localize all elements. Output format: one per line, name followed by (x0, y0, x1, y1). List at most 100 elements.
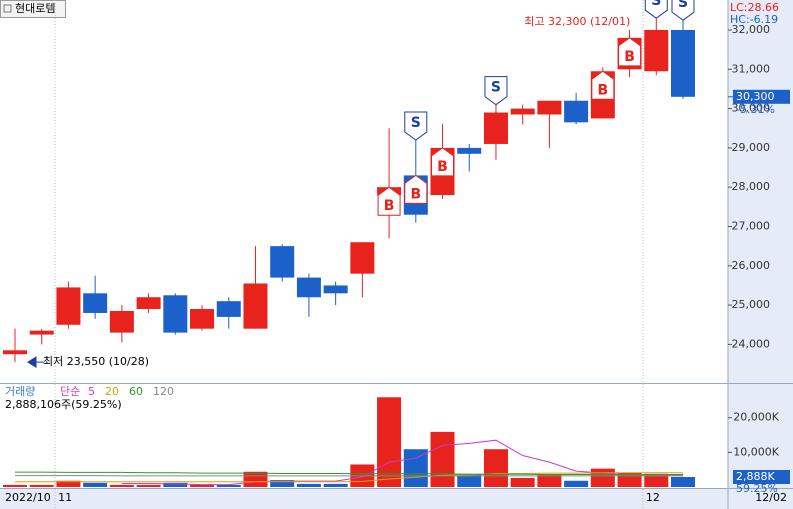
title-icon (3, 4, 12, 13)
buy-marker (591, 70, 615, 100)
sell-marker (671, 0, 695, 21)
sell-label: S (678, 0, 688, 11)
current-volume-box (733, 469, 790, 484)
current-price-label: 30,300 (736, 90, 775, 103)
y-tick-label: 28,000 (732, 180, 771, 193)
candle-body (457, 147, 482, 154)
volume-bar (403, 449, 428, 487)
x-tick-label: 11 (58, 491, 72, 504)
volume-bar (323, 483, 348, 487)
candle-body (29, 330, 54, 335)
y-tick-label: 27,000 (732, 219, 771, 232)
volume-bar (163, 482, 188, 487)
volume-bar (243, 471, 268, 487)
candle-body (83, 293, 108, 313)
buy-label: B (410, 186, 421, 202)
candle-body (243, 283, 268, 329)
y-tick-label: 26,000 (732, 259, 771, 272)
volume-bar (590, 468, 615, 487)
buy-label: B (437, 159, 448, 175)
volume-bar (56, 480, 81, 487)
sell-marker (644, 0, 668, 19)
x-axis-panel (0, 488, 728, 509)
volume-summary: 2,888,106주(59.25%) (5, 398, 122, 411)
volume-bar (671, 476, 695, 487)
volume-bar (430, 431, 455, 487)
legend-entry: 120 (153, 385, 174, 398)
candle-body (216, 301, 241, 317)
volume-bar (457, 473, 482, 487)
volume-bar (83, 482, 108, 487)
sell-label: S (651, 0, 661, 9)
candle-body (510, 108, 535, 115)
volume-bar (216, 484, 241, 487)
candle-body (270, 246, 295, 278)
change-label: -5.31% (736, 103, 775, 116)
chart-title: 현대로템 (15, 2, 55, 15)
title-box (0, 0, 66, 18)
volume-bar (510, 477, 535, 487)
ma-label: 단순 (60, 385, 80, 398)
candle-body (136, 297, 161, 310)
volume-bar (29, 484, 54, 487)
sell-marker (404, 111, 428, 141)
buy-marker (377, 186, 401, 216)
volume-bar (537, 474, 562, 487)
candle-body (163, 295, 188, 333)
volume-bar (109, 484, 134, 487)
candle-body (644, 29, 669, 72)
legend-entry: 20 (105, 385, 119, 398)
legend-entry: 5 (88, 385, 95, 398)
x-tick-label: 12 (646, 491, 660, 504)
volume-bar (377, 397, 402, 487)
candle-body (323, 285, 348, 294)
lc-label: LC:28.66 (730, 1, 779, 14)
volume-bar (190, 484, 215, 487)
volume-ma-line (15, 471, 683, 476)
volume-ma-line (121, 439, 683, 486)
volume-ratio-label: 59.25% (736, 482, 778, 495)
volume-bar (564, 480, 589, 487)
y-tick-label: 31,000 (732, 62, 771, 75)
volume-tick-label: 20,000K (733, 411, 779, 424)
volume-bar (483, 449, 508, 487)
volume-bar (270, 480, 295, 487)
volume-bar (644, 473, 669, 487)
sell-marker (484, 76, 508, 106)
current-volume-label: 2,888K (736, 470, 775, 483)
candle-body (483, 112, 508, 144)
candle-body (537, 100, 562, 115)
buy-label: B (384, 198, 395, 214)
volume-ma-line (15, 472, 683, 483)
buy-marker (431, 147, 455, 177)
min-label: 최저 23,550 (10/28) (43, 355, 149, 368)
y-tick-label: 24,000 (732, 337, 771, 350)
candle-body (3, 350, 27, 355)
legend-entry: 60 (129, 385, 143, 398)
y-tick-label: 32,000 (732, 23, 771, 36)
candle-body (190, 309, 215, 329)
y-tick-label: 29,000 (732, 141, 771, 154)
candle-body (296, 277, 321, 298)
candle-body (671, 29, 695, 97)
x-tick-label: 2022/10 (5, 491, 51, 504)
volume-title: 거래량 (5, 385, 35, 398)
y-tick-label: 25,000 (732, 298, 771, 311)
buy-marker (618, 37, 642, 67)
candle-body (56, 287, 81, 325)
volume-bar (136, 484, 161, 487)
y-tick-label: 30,000 (732, 102, 771, 115)
candle-body (109, 310, 134, 333)
max-label: 최고 32,300 (12/01) (524, 15, 630, 28)
sell-label: S (411, 115, 421, 131)
hc-label: HC:-6.19 (730, 13, 778, 26)
axis-panel (728, 0, 793, 509)
volume-bar (3, 484, 27, 487)
buy-label: B (598, 82, 609, 98)
volume-bar (296, 483, 321, 487)
buy-label: B (624, 49, 635, 65)
buy-marker (404, 174, 428, 204)
volume-tick-label: 10,000K (733, 445, 779, 458)
